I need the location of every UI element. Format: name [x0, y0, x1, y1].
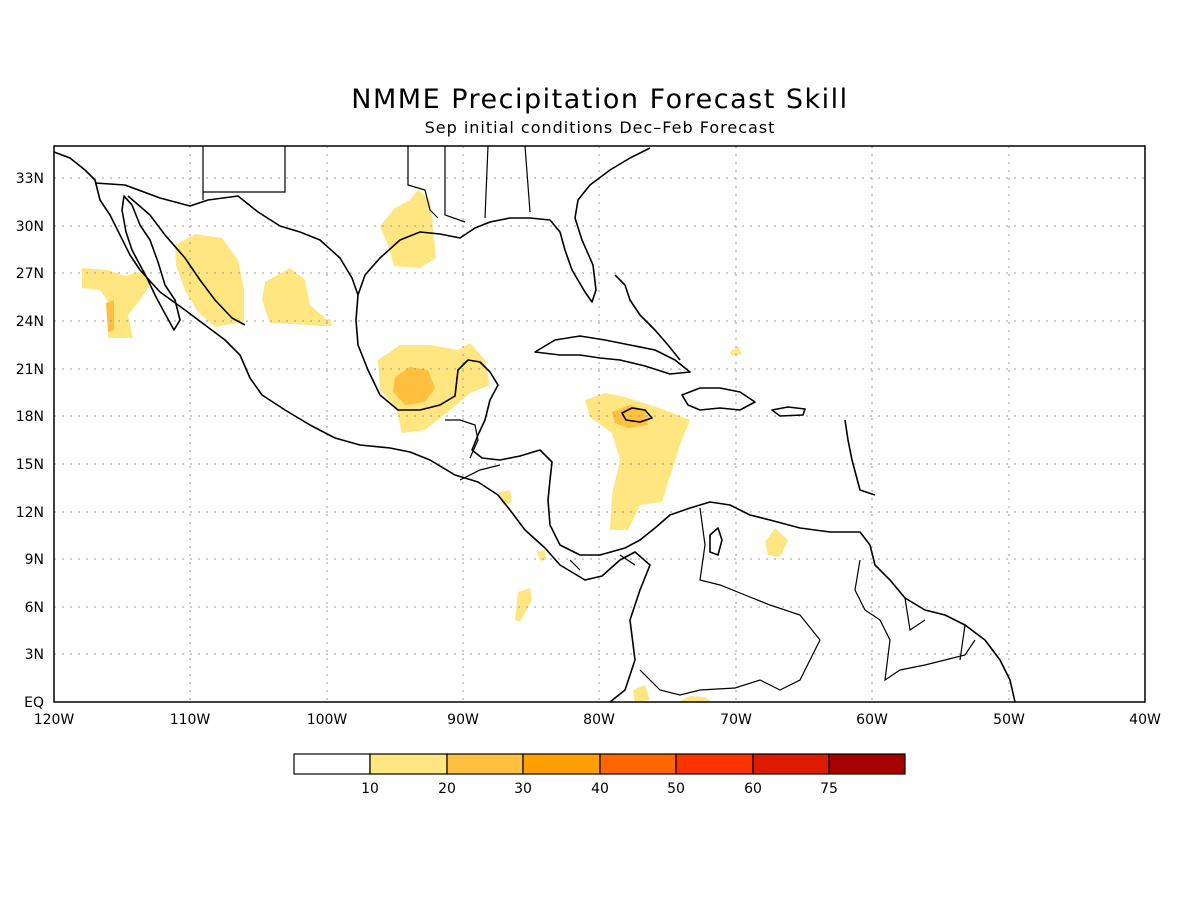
- svg-text:120W: 120W: [34, 712, 75, 728]
- skill-region-sonora: [175, 234, 244, 327]
- map-background: [54, 146, 1145, 702]
- hispaniola: [681, 387, 756, 411]
- caribbean-coast-central-america: [471, 434, 1016, 703]
- legend-box-2: [446, 753, 524, 775]
- svg-text:9N: 9N: [25, 552, 44, 568]
- gulf-coast-us: [357, 147, 651, 303]
- skill-region-small-2: [730, 346, 742, 356]
- svg-text:24N: 24N: [16, 314, 44, 330]
- svg-text:21N: 21N: [16, 362, 44, 378]
- color-legend: 10 20 30 40 50 60 75: [293, 753, 906, 797]
- legend-box-1: [369, 753, 448, 775]
- svg-text:40W: 40W: [1129, 712, 1161, 728]
- map-title: NMME Precipitation Forecast Skill: [351, 84, 849, 115]
- coastlines: [53, 147, 1016, 703]
- svg-text:70W: 70W: [720, 712, 752, 728]
- latitude-labels: EQ 3N 6N 9N 12N 15N 18N 21N 24N 27N 30N …: [16, 171, 44, 711]
- svg-text:12N: 12N: [16, 505, 44, 521]
- skill-region-texas-coast: [380, 190, 436, 268]
- skill-region-venezuela-coast: [765, 528, 788, 557]
- legend-box-5: [675, 753, 754, 775]
- svg-text:3N: 3N: [25, 647, 44, 663]
- map-frame: [53, 145, 1146, 703]
- svg-text:80W: 80W: [583, 712, 615, 728]
- legend-label-20: 20: [438, 781, 456, 797]
- us-mexico-border: [94, 182, 359, 296]
- skill-core-baja: [106, 300, 114, 332]
- skill-region-small-3: [537, 550, 546, 561]
- skill-region-colombia-south: [633, 685, 650, 702]
- jamaica: [621, 407, 653, 423]
- puerto-rico: [771, 406, 806, 417]
- gulf-coast-mexico: [355, 294, 499, 436]
- gulf-california-coast: [127, 195, 246, 326]
- svg-text:90W: 90W: [447, 712, 479, 728]
- skill-region-central-mexico: [262, 268, 330, 326]
- lake-maracaibo: [709, 527, 723, 556]
- legend-box-6: [752, 753, 830, 775]
- svg-text:18N: 18N: [16, 409, 44, 425]
- bahamas: [614, 274, 681, 361]
- svg-text:EQ: EQ: [24, 695, 44, 711]
- legend-label-40: 40: [591, 781, 609, 797]
- baja-coastline: [121, 195, 181, 331]
- legend-label-75: 75: [820, 781, 838, 797]
- svg-text:60W: 60W: [856, 712, 888, 728]
- political-borders: [202, 145, 976, 696]
- skill-region-pacific-6n: [515, 588, 532, 622]
- skill-region-caribbean: [585, 393, 690, 530]
- legend-box-4: [599, 753, 677, 775]
- legend-label-60: 60: [744, 781, 762, 797]
- legend-label-30: 30: [514, 781, 532, 797]
- longitude-labels: 120W 110W 100W 90W 80W 70W 60W 50W 40W: [34, 712, 1161, 728]
- legend-label-50: 50: [667, 781, 685, 797]
- skill-region-baja: [82, 268, 150, 338]
- skill-core-yucatan: [393, 367, 435, 405]
- svg-text:30N: 30N: [16, 219, 44, 235]
- svg-text:6N: 6N: [25, 600, 44, 616]
- cuba: [534, 335, 691, 375]
- legend-box-7: [828, 753, 906, 775]
- svg-text:110W: 110W: [170, 712, 211, 728]
- pacific-coastline: [53, 151, 651, 703]
- legend-box-0: [293, 753, 371, 775]
- svg-text:33N: 33N: [16, 171, 44, 187]
- skill-region-south-edge: [678, 696, 712, 702]
- svg-text:27N: 27N: [16, 266, 44, 282]
- legend-label-10: 10: [361, 781, 379, 797]
- svg-text:100W: 100W: [307, 712, 348, 728]
- lesser-antilles: [844, 419, 876, 496]
- skill-region-small-1: [318, 319, 332, 326]
- svg-text:15N: 15N: [16, 457, 44, 473]
- legend-box-3: [522, 753, 601, 775]
- svg-text:50W: 50W: [993, 712, 1025, 728]
- map-subtitle: Sep initial conditions Dec–Feb Forecast: [424, 118, 776, 137]
